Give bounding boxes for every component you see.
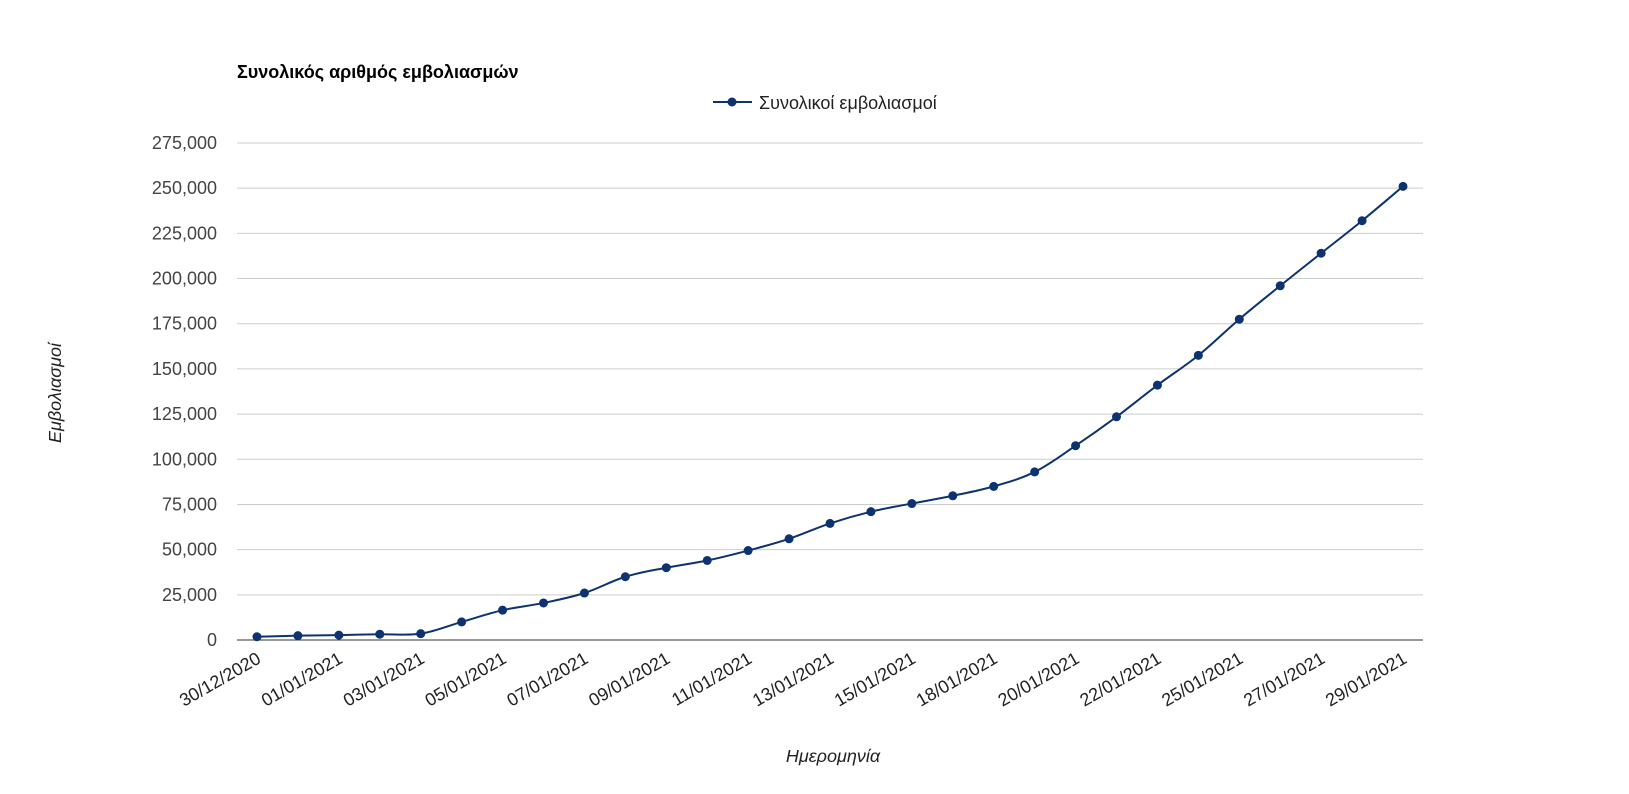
data-point[interactable] <box>1193 350 1203 360</box>
x-tick-label: 13/01/2021 <box>749 648 837 710</box>
data-point[interactable] <box>1030 467 1040 477</box>
data-point[interactable] <box>416 629 426 639</box>
y-tick-label: 125,000 <box>152 404 217 424</box>
data-point[interactable] <box>948 491 958 501</box>
data-point[interactable] <box>1071 441 1081 451</box>
x-tick-label: 18/01/2021 <box>913 648 1001 710</box>
data-point[interactable] <box>825 518 835 528</box>
x-tick-label: 29/01/2021 <box>1322 648 1410 710</box>
data-point[interactable] <box>989 481 999 491</box>
data-point[interactable] <box>1112 412 1121 422</box>
data-point[interactable] <box>1275 281 1285 291</box>
data-point[interactable] <box>907 499 917 509</box>
data-point[interactable] <box>702 555 712 565</box>
y-tick-label: 225,000 <box>152 223 217 243</box>
x-axis-ticks: 30/12/202001/01/202103/01/202105/01/2021… <box>176 648 1410 710</box>
series-line <box>256 185 1404 638</box>
y-tick-label: 175,000 <box>152 314 217 334</box>
x-tick-label: 25/01/2021 <box>1158 648 1246 710</box>
data-point[interactable] <box>498 605 508 615</box>
x-tick-label: 22/01/2021 <box>1076 648 1164 710</box>
data-point[interactable] <box>620 572 630 582</box>
legend-marker <box>727 97 737 107</box>
legend[interactable]: Συνολικοί εμβολιασμοί <box>713 93 937 113</box>
y-tick-label: 275,000 <box>152 133 217 153</box>
data-point[interactable] <box>334 630 344 640</box>
data-point[interactable] <box>784 534 794 544</box>
data-point[interactable] <box>661 563 671 573</box>
x-tick-label: 07/01/2021 <box>503 648 591 710</box>
x-tick-label: 20/01/2021 <box>995 648 1083 710</box>
x-tick-label: 01/01/2021 <box>258 648 346 710</box>
data-point[interactable] <box>1357 216 1367 226</box>
y-axis-ticks: 0 25,000 50,000 75,000 100,000 125,000 150,000… <box>152 133 217 650</box>
data-point[interactable] <box>1316 248 1326 258</box>
data-point[interactable] <box>743 546 753 556</box>
chart-title: Συνολικός αριθμός εμβολιασμών <box>237 62 519 82</box>
x-tick-label: 30/12/2020 <box>176 648 264 710</box>
y-tick-label: 200,000 <box>152 269 217 289</box>
x-tick-label: 27/01/2021 <box>1240 648 1328 710</box>
y-tick-label: 150,000 <box>152 359 217 379</box>
y-tick-label: 75,000 <box>162 494 217 514</box>
data-point[interactable] <box>252 632 262 642</box>
x-tick-label: 11/01/2021 <box>668 648 755 710</box>
data-point[interactable] <box>539 598 548 608</box>
data-point[interactable] <box>457 617 467 627</box>
data-point[interactable] <box>1234 314 1244 324</box>
data-point[interactable] <box>866 507 876 517</box>
data-point[interactable] <box>293 631 303 641</box>
x-axis-title: Ημερομηνία <box>786 746 881 766</box>
data-point[interactable] <box>375 629 385 639</box>
legend-label: Συνολικοί εμβολιασμοί <box>759 93 937 113</box>
data-point[interactable] <box>1398 181 1408 191</box>
series <box>252 181 1408 642</box>
gridlines <box>237 142 1423 641</box>
data-point[interactable] <box>1152 380 1162 390</box>
y-axis-title: Εμβολιασμοί <box>45 341 65 443</box>
y-tick-label: 100,000 <box>152 449 217 469</box>
y-tick-label: 250,000 <box>152 178 217 198</box>
x-tick-label: 05/01/2021 <box>422 648 510 710</box>
y-tick-label: 50,000 <box>162 540 217 560</box>
y-tick-label: 25,000 <box>162 585 217 605</box>
x-tick-label: 15/01/2021 <box>831 648 919 710</box>
y-tick-label: 0 <box>207 630 217 650</box>
x-tick-label: 03/01/2021 <box>340 648 428 710</box>
data-point[interactable] <box>579 588 589 598</box>
x-tick-label: 09/01/2021 <box>585 648 673 710</box>
